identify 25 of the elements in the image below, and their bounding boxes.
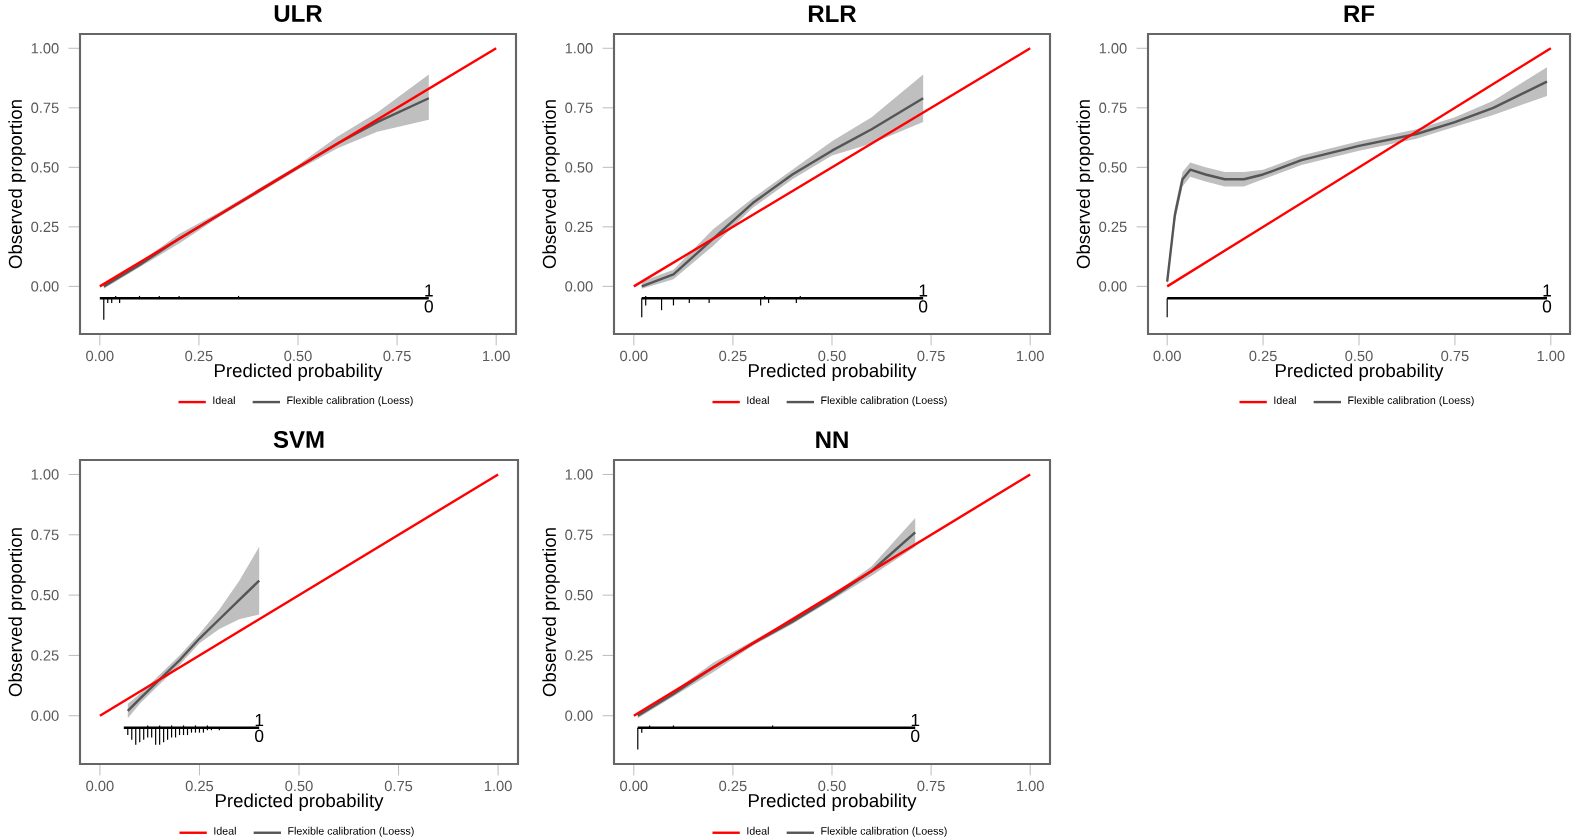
y-axis-title: Observed proportion [8, 100, 26, 269]
chart-title: NN [816, 431, 848, 448]
x-axis-title: Predicted probability [214, 363, 383, 381]
annotation: 0 [1542, 300, 1552, 313]
annotation: 1 [255, 714, 264, 726]
annotation: 0 [255, 729, 264, 742]
x-axis-title: Predicted probability [748, 363, 917, 381]
chart-title: ULR [274, 5, 323, 22]
annotation: 1 [1543, 284, 1551, 297]
annotation: 0 [911, 729, 920, 742]
chart-title: RLR [808, 5, 857, 22]
x-axis-title: Predicted probability [215, 793, 384, 811]
y-axis-title: Observed proportion [1076, 100, 1094, 269]
chart-title: RF [1344, 5, 1375, 22]
annotation: 0 [919, 300, 928, 313]
y-axis-title: Observed proportion [542, 100, 560, 269]
annotation: 0 [424, 300, 433, 313]
y-axis-title: Observed proportion [8, 528, 26, 697]
annotation: 1 [425, 284, 433, 297]
x-axis-title: Predicted probability [748, 793, 917, 811]
chart-title: SVM [273, 430, 324, 448]
annotation: 1 [911, 714, 920, 726]
y-axis-title: Observed proportion [542, 528, 560, 697]
annotation: 1 [919, 284, 928, 297]
x-axis-title: Predicted probability [1275, 363, 1444, 381]
